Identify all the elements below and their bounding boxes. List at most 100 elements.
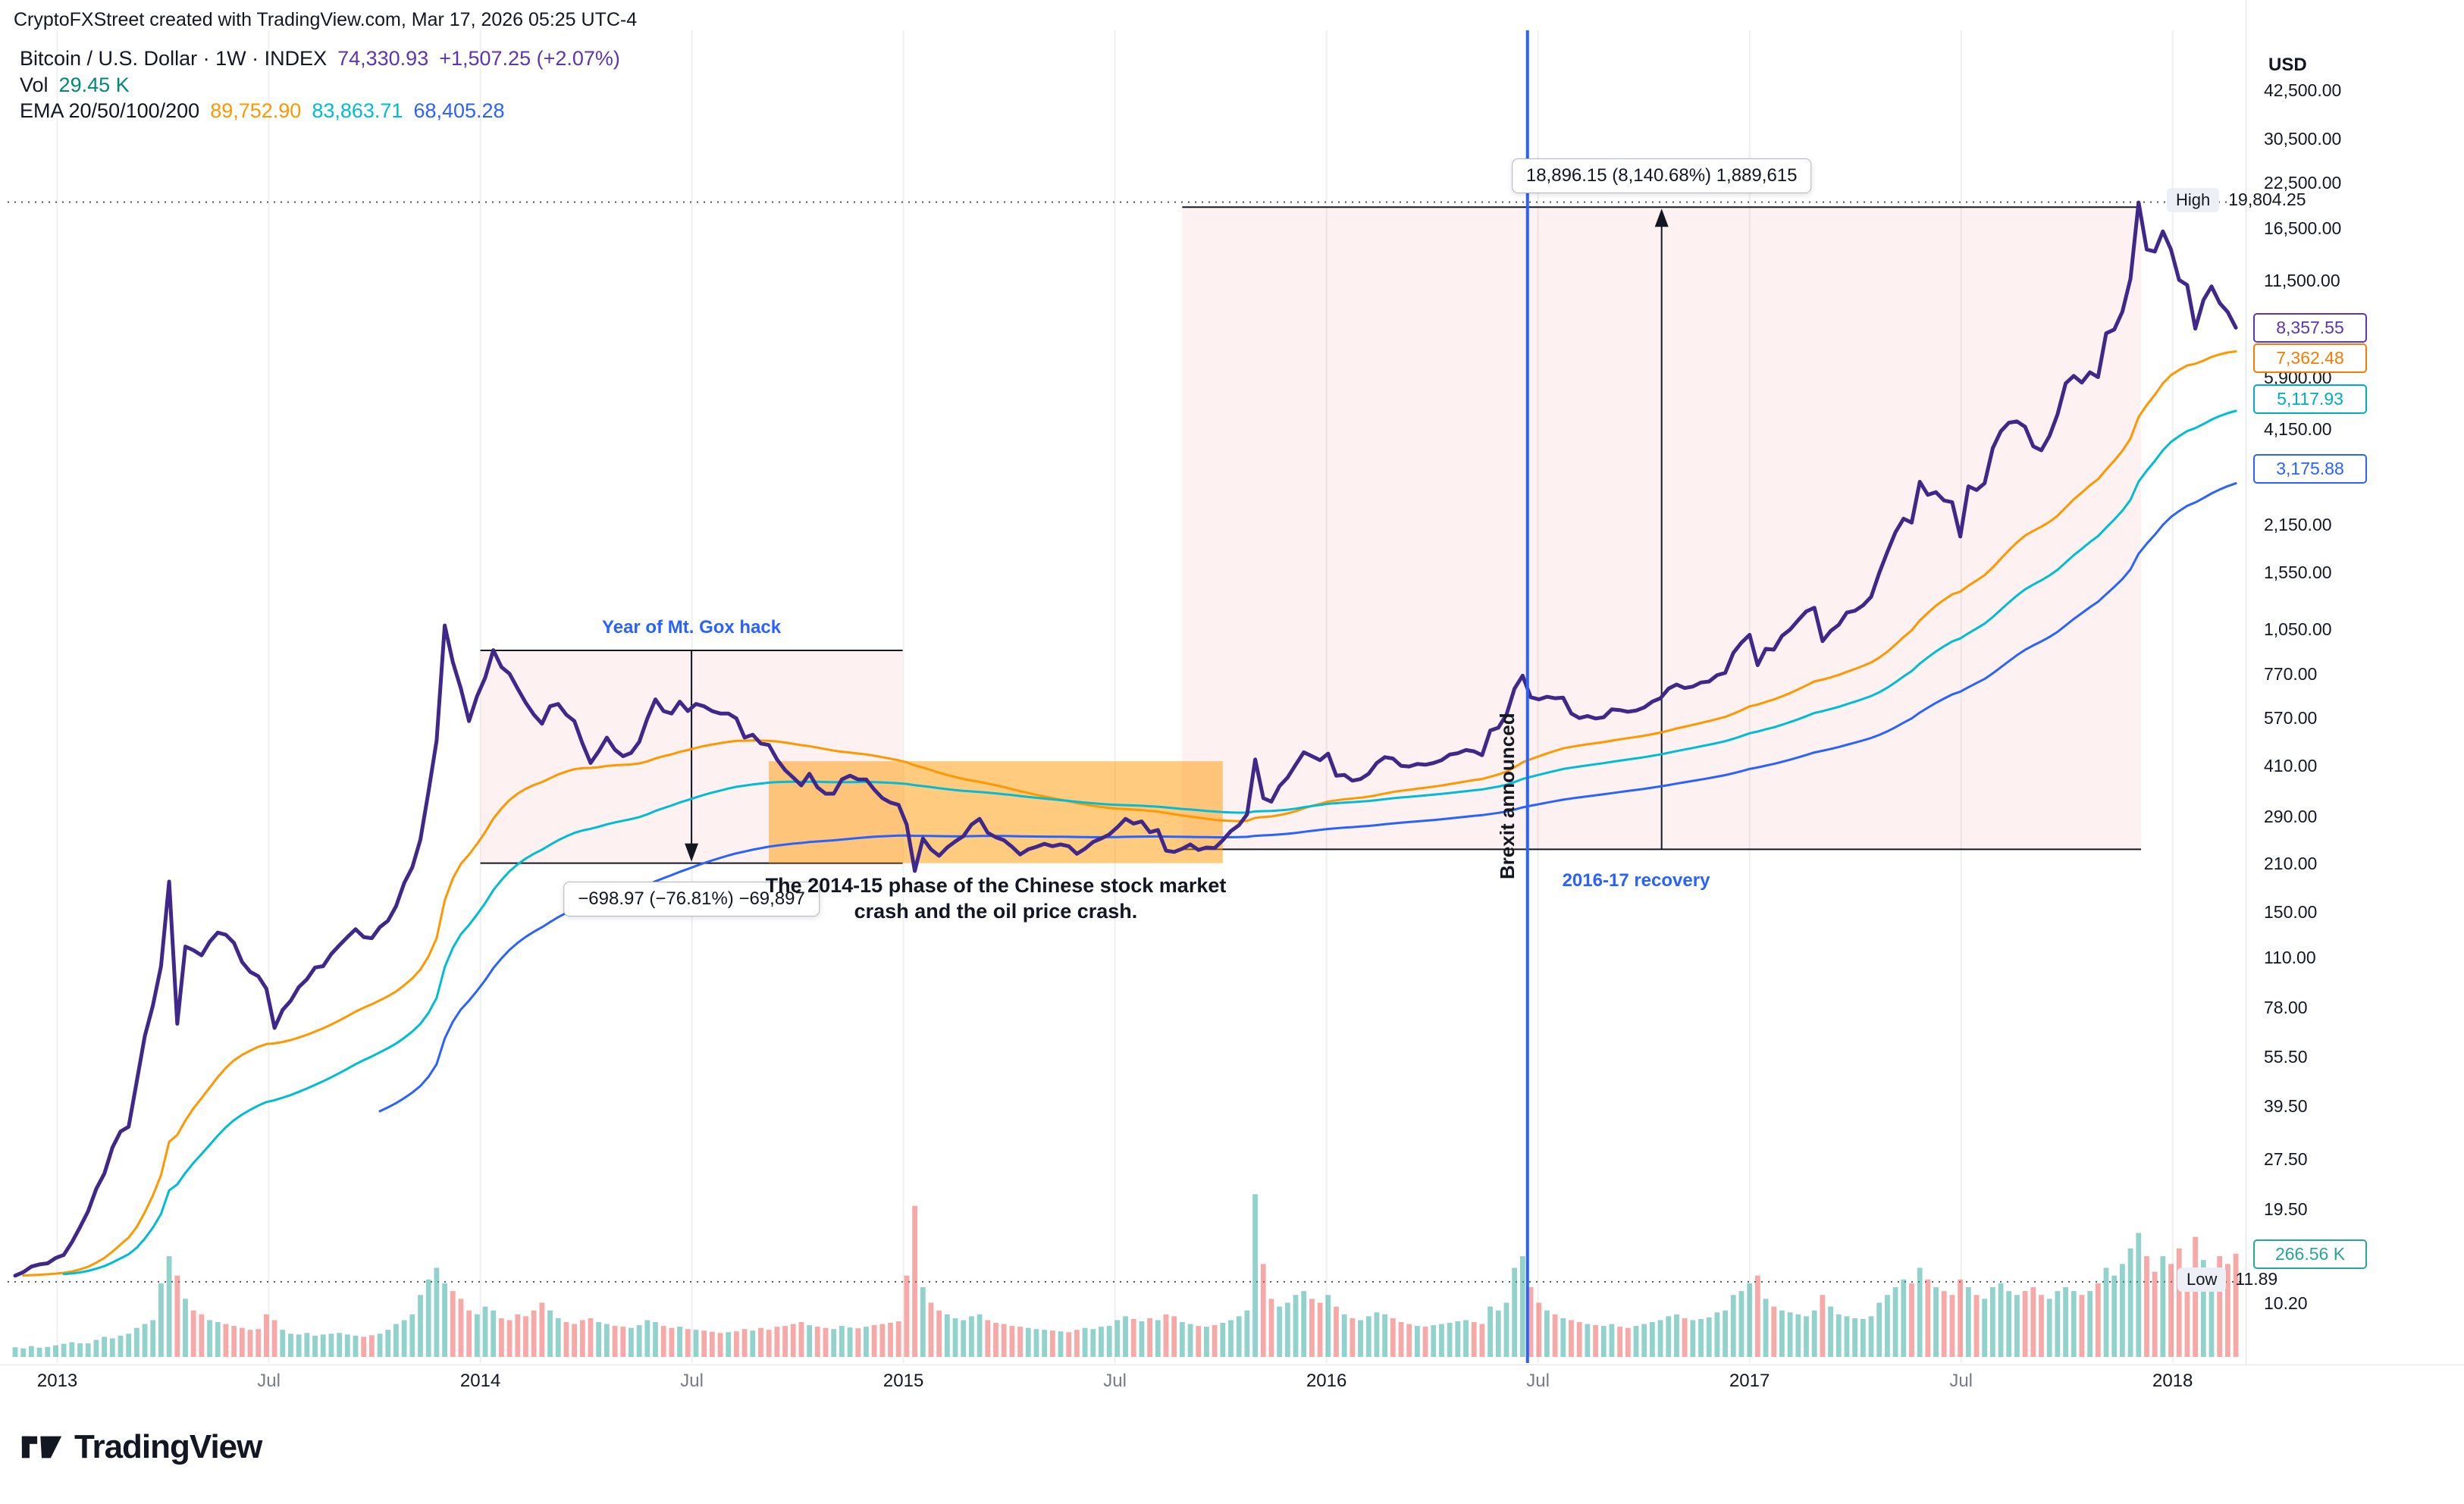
tradingview-logo[interactable]: TradingView: [21, 1427, 262, 1468]
volume-bar: [150, 1320, 156, 1357]
volume-bar: [855, 1328, 861, 1357]
high-marker: High 19,804.25: [2167, 187, 2306, 212]
volume-bar: [12, 1347, 18, 1357]
volume-bar: [1909, 1283, 1914, 1357]
mtgox-measure-label[interactable]: −698.97 (−76.81%) −69,897: [563, 881, 820, 916]
volume-bar: [831, 1329, 837, 1357]
volume-bar: [1600, 1326, 1607, 1357]
time-axis-label: Jul: [680, 1371, 704, 1391]
volume-bar: [1334, 1306, 1339, 1357]
volume-bar: [1657, 1320, 1663, 1357]
ema50-value: 89,752.90: [210, 99, 302, 122]
volume-bar: [499, 1318, 504, 1357]
volume-bar: [952, 1318, 958, 1357]
symbol-title[interactable]: Bitcoin / U.S. Dollar · 1W · INDEX: [20, 47, 328, 70]
volume-bar: [2095, 1283, 2101, 1357]
volume-bar: [1350, 1318, 1356, 1357]
volume-bar: [133, 1327, 140, 1357]
volume-bar: [1365, 1316, 1372, 1357]
volume-bar: [572, 1324, 578, 1357]
axis-currency-label[interactable]: USD: [2268, 55, 2307, 75]
price-axis-badge: 8,357.55: [2253, 313, 2367, 343]
volume-value: 29.45 K: [58, 74, 130, 96]
volume-bar: [2224, 1264, 2230, 1357]
recovery-measure-label[interactable]: 18,896.15 (8,140.68%) 1,889,615: [1511, 158, 1812, 194]
volume-bar: [126, 1333, 132, 1357]
volume-bar: [629, 1327, 634, 1357]
volume-bar: [118, 1335, 124, 1357]
volume-bar: [1941, 1291, 1947, 1357]
volume-bar: [912, 1205, 917, 1357]
volume-bar: [1723, 1310, 1728, 1357]
volume-bar: [1860, 1318, 1866, 1357]
volume-bar: [1212, 1325, 1218, 1357]
ema100-line: [62, 409, 2237, 1276]
volume-bar: [1787, 1312, 1793, 1357]
volume-bar: [2087, 1291, 2093, 1357]
volume-bar: [377, 1333, 383, 1357]
ema50-line: [22, 350, 2237, 1277]
time-axis-label: Jul: [257, 1371, 281, 1391]
volume-bar: [288, 1333, 293, 1357]
price-axis-label: 30,500.00: [2264, 128, 2342, 149]
volume-bar: [701, 1330, 707, 1357]
volume-bar: [1325, 1295, 1331, 1357]
attribution-text: CryptoFXStreet created with TradingView.…: [14, 9, 638, 30]
volume-bar: [928, 1302, 934, 1357]
volume-bar: [1187, 1324, 1193, 1357]
volume-bar: [1001, 1324, 1007, 1357]
volume-bar: [588, 1318, 594, 1357]
volume-bar: [1220, 1323, 1226, 1357]
volume-bar: [741, 1329, 748, 1357]
ema-label[interactable]: EMA 20/50/100/200: [20, 99, 200, 122]
recovery-annotation-label[interactable]: 2016-17 recovery: [1562, 870, 1710, 891]
volume-label[interactable]: Vol: [20, 74, 49, 96]
chinese-crash-annotation[interactable]: The 2014-15 phase of the Chinese stock m…: [766, 873, 1227, 925]
volume-bar: [2014, 1295, 2020, 1357]
volume-bar: [85, 1343, 91, 1357]
volume-bar: [1998, 1283, 2004, 1357]
volume-bar: [1260, 1264, 1266, 1357]
volume-bar: [2193, 1236, 2199, 1357]
volume-bar: [726, 1332, 732, 1357]
brexit-annotation-label[interactable]: Brexit announced: [1495, 713, 1519, 879]
volume-bar: [1495, 1310, 1501, 1357]
volume-bar: [895, 1321, 901, 1357]
volume-bar: [2103, 1267, 2109, 1357]
volume-bar: [2046, 1299, 2052, 1357]
volume-bar: [1576, 1322, 1582, 1357]
volume-bar: [814, 1327, 820, 1357]
volume-bar: [2184, 1267, 2190, 1357]
volume-bar: [385, 1330, 391, 1357]
volume-bar: [2160, 1256, 2166, 1357]
price-axis-label: 110.00: [2264, 947, 2316, 967]
volume-bar: [1277, 1306, 1283, 1357]
volume-bar: [434, 1267, 440, 1357]
volume-bar: [2055, 1291, 2061, 1357]
volume-bar: [660, 1326, 666, 1357]
volume-bar: [1058, 1331, 1064, 1357]
volume-bar: [1082, 1327, 1088, 1357]
volume-bar: [1820, 1295, 1826, 1357]
mtgox-annotation-label[interactable]: Year of Mt. Gox hack: [602, 617, 782, 638]
volume-bar: [985, 1320, 991, 1357]
volume-bar: [1139, 1321, 1145, 1357]
volume-bar: [1042, 1330, 1048, 1357]
volume-bar: [1730, 1295, 1736, 1357]
volume-bar: [1901, 1279, 1907, 1357]
volume-bar: [1431, 1325, 1437, 1357]
legend-ema-row: EMA 20/50/100/200 89,752.90 83,863.71 68…: [20, 99, 505, 123]
volume-bar: [393, 1324, 399, 1357]
volume-bar: [109, 1338, 115, 1357]
volume-bar: [1965, 1287, 1971, 1357]
volume-bar: [1666, 1316, 1672, 1357]
time-axis-label: 2015: [882, 1371, 924, 1391]
volume-bar: [798, 1322, 804, 1357]
volume-bar: [1876, 1302, 1882, 1357]
volume-bar: [709, 1331, 715, 1357]
volume-bar: [1714, 1312, 1720, 1357]
volume-bar: [2120, 1264, 2125, 1357]
price-axis-label: 19.50: [2264, 1198, 2308, 1219]
